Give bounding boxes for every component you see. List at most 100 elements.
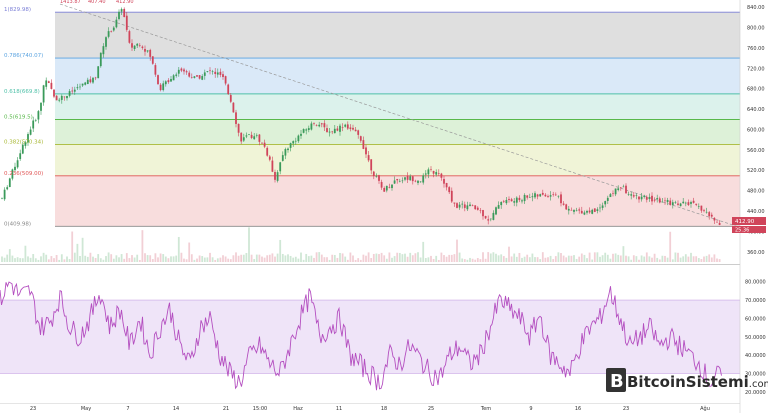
candle-body xyxy=(71,90,74,92)
candle-body xyxy=(50,82,53,89)
volume-bar xyxy=(367,252,370,262)
rsi-tick-label: 20.0000 xyxy=(745,390,766,396)
volume-bar xyxy=(3,257,6,262)
candle-body xyxy=(422,175,425,183)
volume-bar xyxy=(47,259,50,262)
volume-bar xyxy=(149,255,152,262)
price-tick-label: 680.00 xyxy=(747,87,765,93)
volume-bar xyxy=(388,252,391,262)
candle-body xyxy=(289,143,292,148)
volume-bar xyxy=(110,254,113,262)
volume-bar xyxy=(432,258,435,262)
candle-body xyxy=(268,156,271,160)
volume-bar xyxy=(73,252,76,262)
volume-bar xyxy=(357,258,360,262)
candle-body xyxy=(37,111,40,120)
candle-body xyxy=(167,80,170,83)
candle-body xyxy=(541,192,544,195)
candle-body xyxy=(612,193,614,194)
volume-bar xyxy=(606,254,609,262)
candle-body xyxy=(591,209,594,214)
candle-body xyxy=(547,196,549,197)
volume-bar xyxy=(224,256,227,262)
candle-body xyxy=(469,204,471,206)
volume-bar xyxy=(253,259,256,262)
candle-body xyxy=(164,81,167,85)
volume-bar xyxy=(398,252,401,262)
volume-bar xyxy=(528,257,531,262)
candle-body xyxy=(697,206,700,207)
candle-body xyxy=(222,74,224,78)
candle-body xyxy=(357,130,360,135)
volume-bar xyxy=(684,254,687,262)
candle-body xyxy=(21,144,24,154)
candle-body xyxy=(583,212,586,215)
volume-bar xyxy=(604,252,607,262)
volume-bar xyxy=(92,256,94,262)
volume-bar xyxy=(206,257,209,262)
candle-body xyxy=(8,178,11,187)
volume-bar xyxy=(497,255,500,262)
candle-body xyxy=(653,200,656,201)
volume-bar xyxy=(346,259,349,262)
candle-body xyxy=(658,198,661,203)
volume-bar xyxy=(593,252,596,262)
volume-bar xyxy=(162,254,165,262)
candle-body xyxy=(687,202,690,205)
candle-body xyxy=(703,210,705,212)
candle-body xyxy=(112,27,115,31)
volume-bar xyxy=(318,252,321,262)
volume-bar xyxy=(354,259,357,262)
candle-body xyxy=(240,132,243,142)
volume-bar xyxy=(716,258,718,262)
volume-bar xyxy=(248,227,250,262)
fib-zone xyxy=(55,144,740,176)
candle-body xyxy=(599,207,601,209)
volume-bar xyxy=(107,252,110,262)
rsi-tick-label: 40.0000 xyxy=(745,353,766,359)
volume-bar xyxy=(42,252,45,262)
volume-bar xyxy=(648,256,651,262)
volume-bar xyxy=(671,259,674,262)
volume-bar xyxy=(341,253,344,262)
candle-body xyxy=(281,155,284,161)
candle-body xyxy=(528,197,531,198)
volume-bar xyxy=(159,253,162,262)
volume-bar xyxy=(328,259,331,262)
volume-bar xyxy=(300,252,302,262)
candle-body xyxy=(58,99,61,101)
volume-bar xyxy=(281,253,284,262)
candle-body xyxy=(279,162,282,172)
last-price-badge: 412.90 25.36 xyxy=(732,217,766,234)
candle-body xyxy=(609,194,612,198)
volume-bar xyxy=(596,252,599,262)
candle-body xyxy=(596,209,599,211)
volume-bar xyxy=(19,258,22,262)
candle-body xyxy=(141,46,144,48)
volume-bar xyxy=(502,256,505,262)
volume-bar xyxy=(198,255,201,262)
volume-bar xyxy=(599,256,601,262)
fib-zone xyxy=(55,93,740,120)
volume-bar xyxy=(588,252,591,262)
volume-bar xyxy=(183,258,185,262)
candle-body xyxy=(544,194,547,197)
volume-bar xyxy=(456,239,458,262)
time-tick-label: 7 xyxy=(126,406,129,412)
volume-bar xyxy=(625,255,627,262)
volume-bar xyxy=(118,257,120,262)
candle-body xyxy=(313,123,315,125)
candle-body xyxy=(300,133,302,136)
candle-body xyxy=(237,123,240,133)
candle-body xyxy=(307,128,310,130)
last-price-label: 412.90 xyxy=(735,219,755,225)
candle-body xyxy=(508,198,510,200)
candle-body xyxy=(593,208,596,212)
volume-bar xyxy=(549,255,552,262)
candle-body xyxy=(97,66,100,79)
volume-bar xyxy=(375,253,378,262)
time-tick-label: 11 xyxy=(336,406,342,412)
candle-body xyxy=(84,82,87,85)
volume-bar xyxy=(53,258,55,262)
